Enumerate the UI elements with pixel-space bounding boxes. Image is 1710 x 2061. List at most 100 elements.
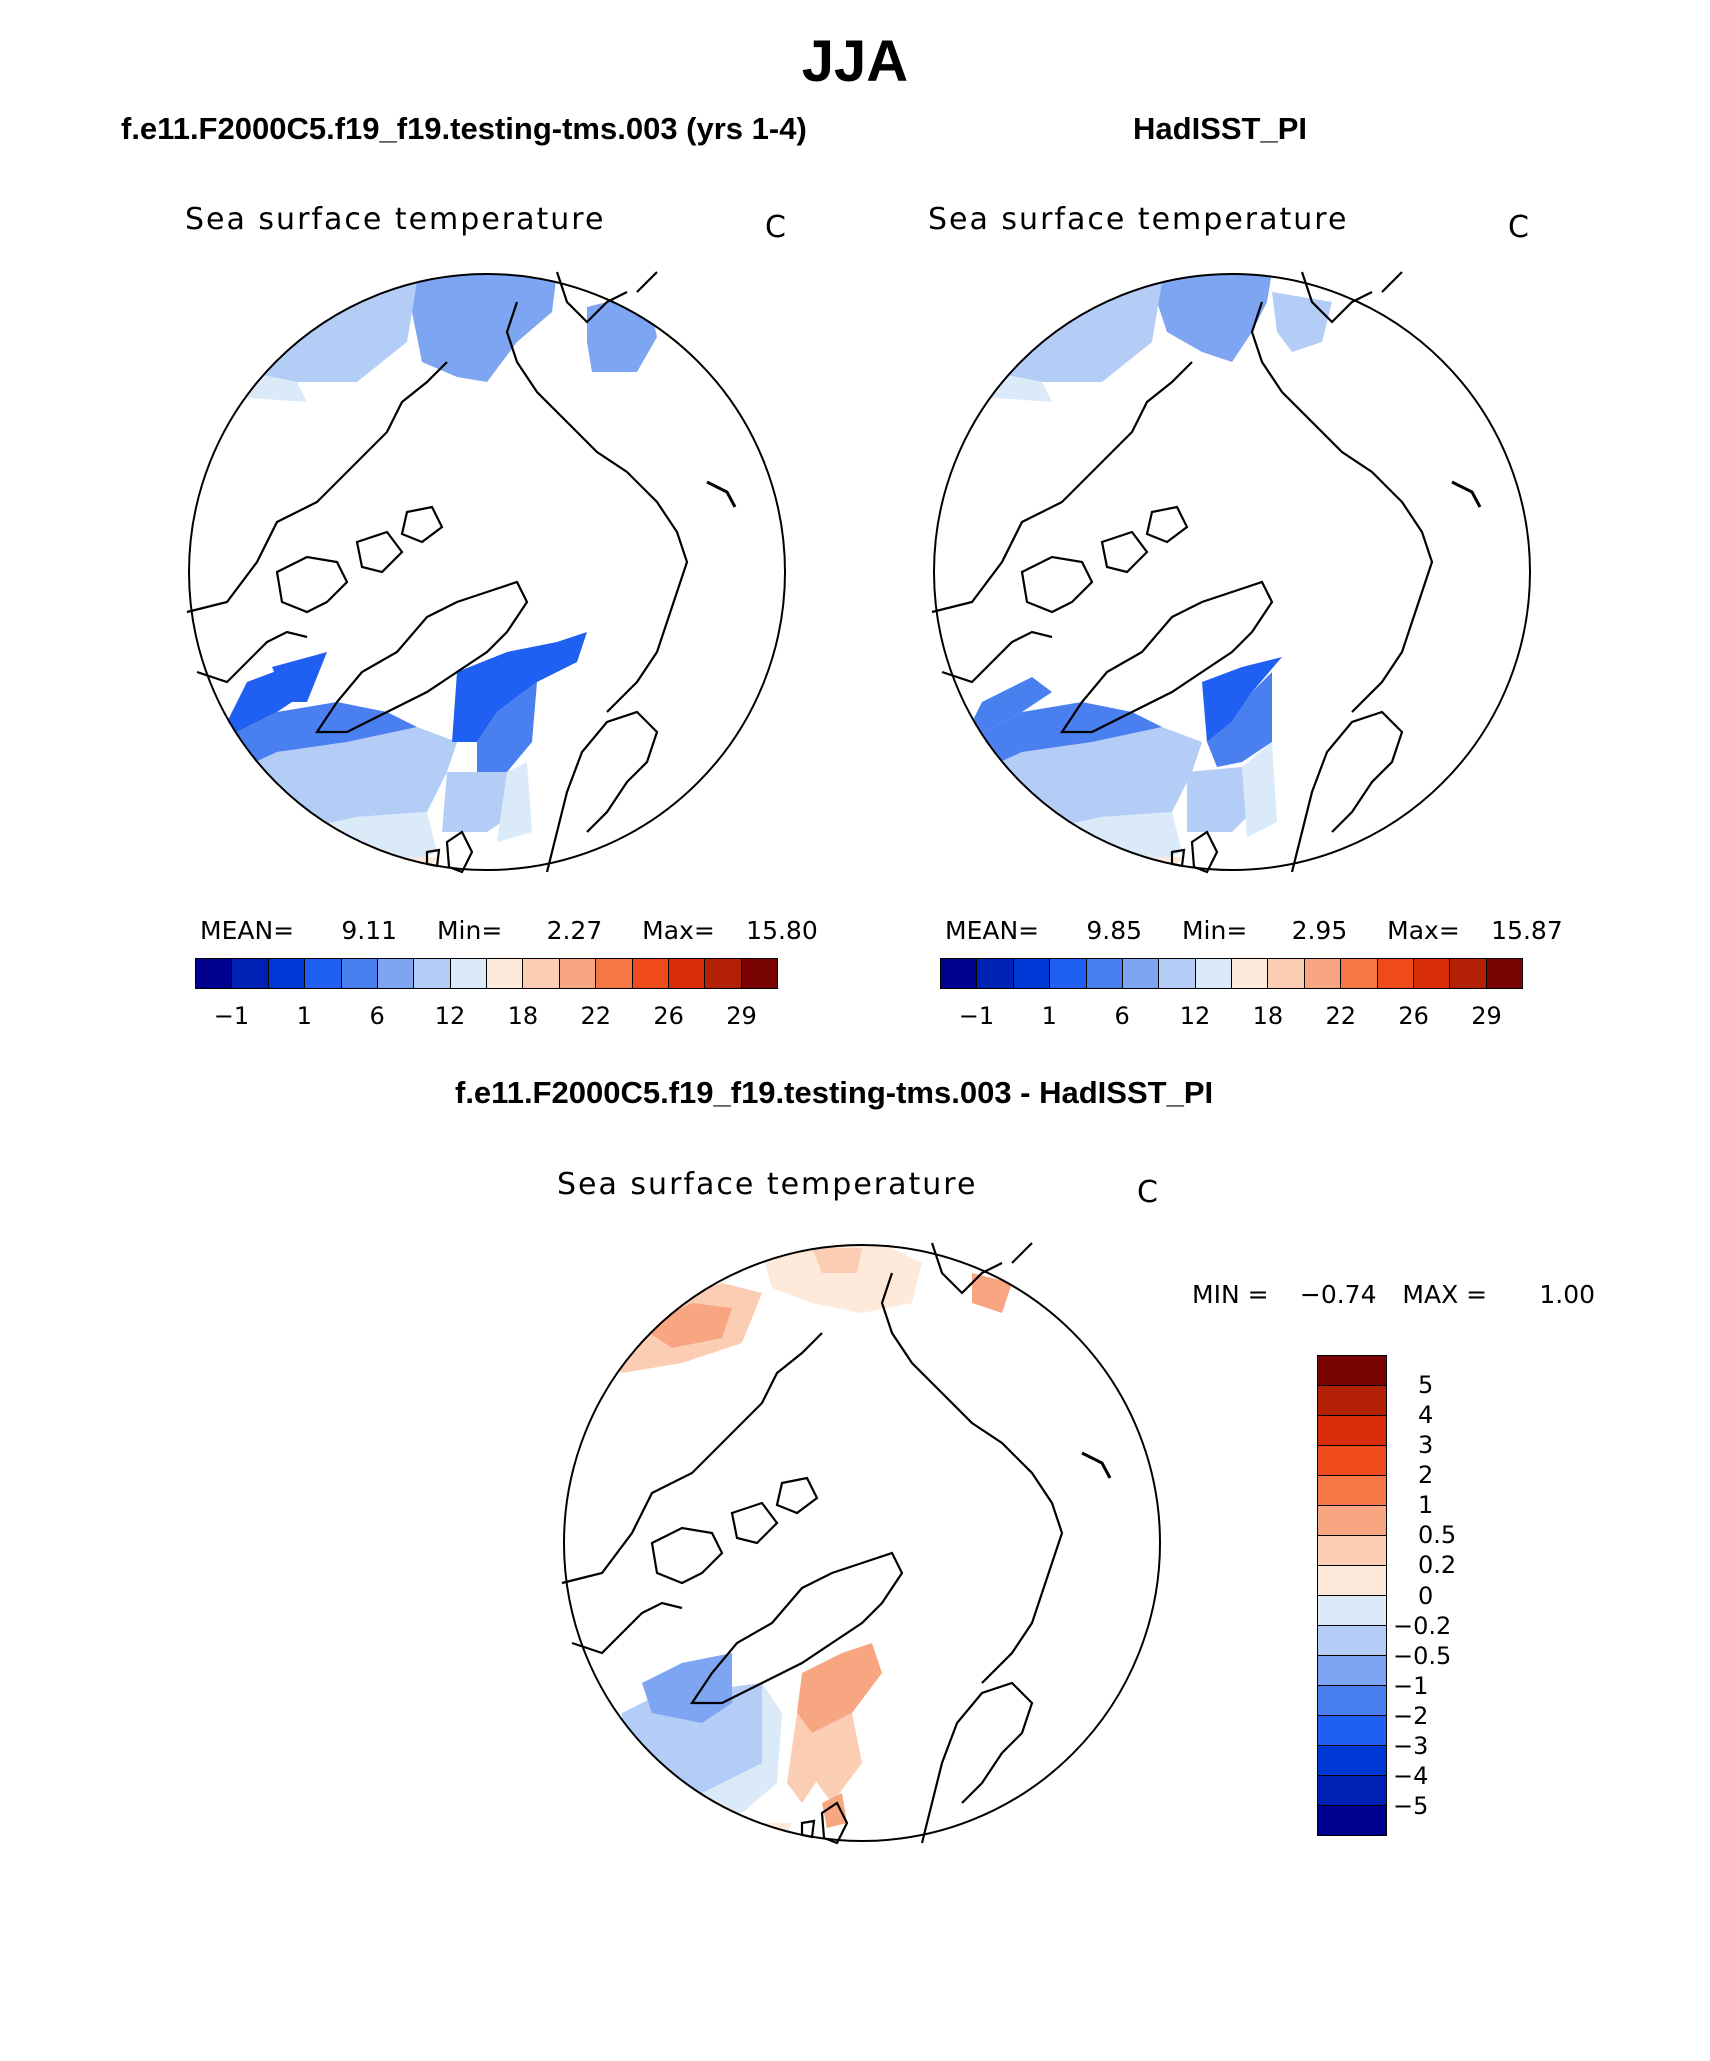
figure-title: JJA: [801, 29, 909, 94]
panel-1-units-label: C: [765, 210, 786, 245]
mean-value: 9.85: [1086, 916, 1143, 945]
max-value: 15.87: [1491, 916, 1563, 945]
colorbar-swatch: [1318, 1536, 1386, 1566]
max-label: Max=: [642, 916, 715, 945]
colorbar-tick-label: −1: [958, 1002, 995, 1030]
panel-3-minmax: MIN = −0.74 MAX = 1.00: [1192, 1280, 1595, 1309]
colorbar-tick-label: 5: [1418, 1371, 1434, 1400]
min-label: Min=: [436, 916, 503, 945]
colorbar-swatch: [523, 959, 560, 988]
colorbar-tick-label: −1: [1393, 1671, 1429, 1700]
sst-fill-observed: [957, 274, 1332, 870]
sst-diff-fill: [602, 1245, 1012, 1841]
colorbar-swatch: [1086, 959, 1123, 988]
colorbar-tick-label: 29: [1471, 1002, 1502, 1030]
colorbar-tick-label: −4: [1393, 1761, 1429, 1790]
colorbar-swatch: [1318, 1806, 1386, 1835]
coastlines-model: [186, 271, 737, 874]
colorbar-tick-label: 6: [369, 1002, 385, 1030]
coastlines-difference: [561, 1242, 1112, 1845]
panel-3-units-label: C: [1137, 1175, 1158, 1210]
colorbar-swatch: [1318, 1716, 1386, 1746]
colorbar-tick-label: 2: [1418, 1461, 1434, 1490]
colorbar-tick-label: −1: [213, 1002, 250, 1030]
panel-2-units-label: C: [1508, 210, 1529, 245]
colorbar-swatch: [1318, 1506, 1386, 1536]
colorbar-swatch: [1318, 1776, 1386, 1806]
polar-map-model: [186, 271, 786, 874]
colorbar-swatch: [1159, 959, 1196, 988]
colorbar-tick-label: 26: [1398, 1002, 1429, 1030]
panel-3-variable-label: Sea surface temperature: [557, 1167, 978, 1202]
panel-2-title: HadISST_PI: [1133, 111, 1307, 146]
colorbar-swatch: [1318, 1656, 1386, 1686]
colorbar-swatch: [377, 959, 415, 988]
colorbar-tick-label: 1: [296, 1002, 312, 1030]
min-value: 2.27: [546, 916, 603, 945]
colorbar-swatch: [1341, 959, 1378, 988]
colorbar-swatch: [668, 959, 706, 988]
colorbar-swatch: [1450, 959, 1487, 988]
colorbar-swatch: [341, 959, 378, 988]
map-boundary-circle: [933, 273, 1531, 871]
panel-2-stats: MEAN= 9.85 Min= 2.95 Max= 15.87: [945, 916, 1563, 945]
colorbar-swatch: [450, 959, 487, 988]
colorbar-swatch: [1122, 959, 1160, 988]
colorbar-tick-label: 4: [1418, 1401, 1434, 1430]
polar-map-observed: [931, 271, 1531, 874]
colorbar-swatch: [1195, 959, 1232, 988]
panel-3-title: f.e11.F2000C5.f19_f19.testing-tms.003 - …: [455, 1075, 1214, 1110]
colorbar-swatch: [1013, 959, 1051, 988]
colorbar-swatch: [596, 959, 633, 988]
colorbar-swatch: [1232, 959, 1269, 988]
colorbar-swatch: [1486, 959, 1522, 988]
colorbar-tick-label: 1: [1418, 1491, 1434, 1520]
max-value: 1.00: [1539, 1280, 1596, 1309]
min-label: Min=: [1181, 916, 1248, 945]
colorbar-swatch: [268, 959, 306, 988]
colorbar-swatch: [1318, 1686, 1386, 1716]
colorbar-tick-label: −3: [1393, 1731, 1429, 1760]
min-value: −0.74: [1299, 1280, 1377, 1309]
colorbar-tick-label: 29: [726, 1002, 757, 1030]
colorbar-tick-label: −5: [1393, 1791, 1429, 1820]
colorbar-swatch: [1318, 1746, 1386, 1776]
colorbar-tick-label: 0: [1418, 1581, 1434, 1610]
max-label: MAX =: [1402, 1280, 1488, 1309]
max-value: 15.80: [746, 916, 818, 945]
colorbar-swatch: [1318, 1566, 1386, 1596]
colorbar-tick-label: 1: [1041, 1002, 1057, 1030]
colorbar-tick-label: 0.5: [1418, 1521, 1457, 1550]
coastlines-observed: [931, 271, 1482, 874]
colorbar-tick-label: 12: [1179, 1002, 1211, 1030]
colorbar-tick-label: 26: [653, 1002, 684, 1030]
colorbar-model: [195, 958, 778, 989]
colorbar-tick-label: 18: [507, 1002, 539, 1030]
panel-1-stats: MEAN= 9.11 Min= 2.27 Max= 15.80: [200, 916, 818, 945]
colorbar-swatch: [705, 959, 742, 988]
colorbar-swatch: [1050, 959, 1087, 988]
panel-1-title: f.e11.F2000C5.f19_f19.testing-tms.003 (y…: [121, 111, 807, 146]
panel-2-variable-label: Sea surface temperature: [928, 202, 1349, 237]
colorbar-swatch: [741, 959, 777, 988]
min-label: MIN =: [1192, 1280, 1269, 1309]
colorbar-swatch: [977, 959, 1014, 988]
colorbar-swatch: [632, 959, 669, 988]
map-boundary-circle: [188, 273, 786, 871]
colorbar-tick-label: 3: [1418, 1431, 1434, 1460]
colorbar-tick-label: −0.5: [1393, 1641, 1452, 1670]
colorbar-swatch: [232, 959, 269, 988]
colorbar-swatch: [1318, 1356, 1386, 1386]
colorbar-swatch: [559, 959, 597, 988]
colorbar-swatch: [1318, 1626, 1386, 1656]
colorbar-difference: [1317, 1355, 1387, 1836]
colorbar-tick-label: 0.2: [1418, 1551, 1457, 1580]
panel-1-variable-label: Sea surface temperature: [185, 202, 606, 237]
colorbar-observed: [940, 958, 1523, 989]
mean-label: MEAN=: [200, 916, 295, 945]
map-boundary-circle: [563, 1244, 1161, 1842]
colorbar-swatch: [196, 959, 233, 988]
colorbar-swatch: [1413, 959, 1451, 988]
colorbar-swatch: [1318, 1446, 1386, 1476]
colorbar-swatch: [941, 959, 978, 988]
